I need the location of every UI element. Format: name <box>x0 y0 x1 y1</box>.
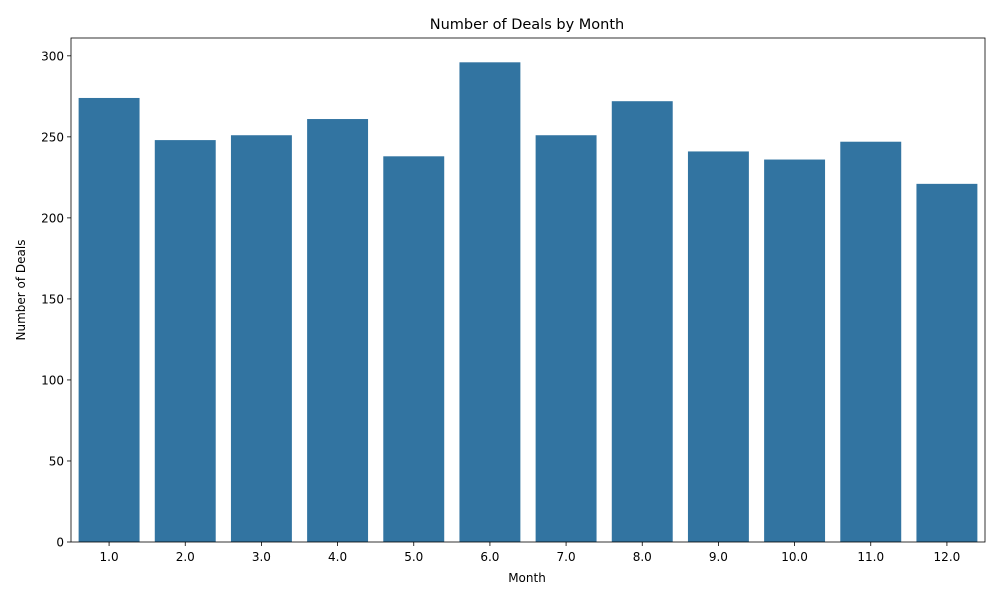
y-tick-label: 100 <box>41 373 64 387</box>
y-tick-label: 250 <box>41 130 64 144</box>
x-tick-label: 12.0 <box>934 550 961 564</box>
plot-frame <box>70 37 986 543</box>
y-tick-label: 50 <box>49 454 64 468</box>
x-axis-label: Month <box>508 571 546 585</box>
x-axis-ticks: 1.0 2.0 3.0 4.0 5.0 6.0 7.0 8.0 9.0 10.0 11.0 12.0 <box>100 542 961 564</box>
x-tick-label: 6.0 <box>480 550 499 564</box>
bar-month-6 <box>459 62 521 542</box>
bar-month-7 <box>535 135 597 542</box>
bar-month-10 <box>764 159 826 543</box>
x-tick-label: 10.0 <box>781 550 808 564</box>
y-tick-label: 300 <box>41 49 64 63</box>
bar-month-4 <box>307 119 369 543</box>
bar-month-2 <box>154 140 216 542</box>
bar-month-1 <box>78 97 140 542</box>
y-axis-ticks: 0 50 100 150 200 250 300 <box>41 49 71 550</box>
bar-month-3 <box>230 135 292 542</box>
bar-month-12 <box>916 183 978 542</box>
y-tick-label: 150 <box>41 292 64 306</box>
bar-month-9 <box>687 151 749 542</box>
y-axis-label: Number of Deals <box>14 240 28 341</box>
x-tick-label: 8.0 <box>633 550 652 564</box>
chart-title: Number of Deals by Month <box>430 17 624 33</box>
x-tick-label: 3.0 <box>252 550 271 564</box>
x-tick-label: 5.0 <box>404 550 423 564</box>
y-tick-label: 0 <box>56 536 64 550</box>
x-tick-label: 11.0 <box>857 550 884 564</box>
bars-group <box>78 62 978 543</box>
x-tick-label: 4.0 <box>328 550 347 564</box>
x-tick-label: 9.0 <box>709 550 728 564</box>
x-tick-label: 7.0 <box>557 550 576 564</box>
x-tick-label: 2.0 <box>176 550 195 564</box>
y-tick-label: 200 <box>41 211 64 225</box>
x-tick-label: 1.0 <box>100 550 119 564</box>
bar-month-5 <box>383 156 445 542</box>
bar-month-11 <box>840 141 902 542</box>
bar-month-8 <box>611 101 673 542</box>
